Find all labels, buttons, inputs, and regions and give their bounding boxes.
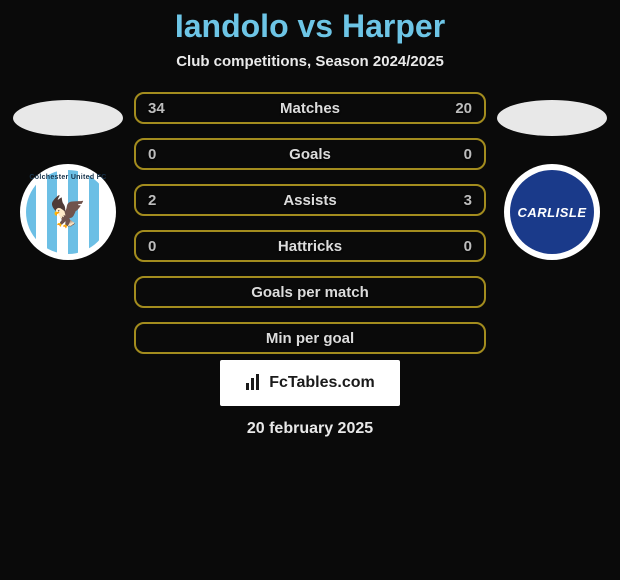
bar-chart-icon	[245, 373, 263, 391]
stats-column: 34 Matches 20 0 Goals 0 2 Assists 3 0 Ha…	[134, 92, 486, 354]
stat-right-value: 0	[444, 146, 472, 163]
page-title: Iandolo vs Harper	[175, 8, 445, 45]
player-silhouette-left	[13, 100, 123, 136]
carlisle-badge-word: CARLISLE	[518, 205, 587, 220]
date-line: 20 february 2025	[247, 420, 373, 438]
stat-row-goals-per-match: Goals per match	[134, 276, 486, 308]
stat-label: Assists	[176, 192, 444, 209]
stat-left-value: 0	[148, 238, 176, 255]
stat-label: Hattricks	[176, 238, 444, 255]
stat-label: Goals	[176, 146, 444, 163]
stat-right-value: 20	[444, 100, 472, 117]
stat-label: Goals per match	[176, 284, 444, 301]
stat-right-value: 0	[444, 238, 472, 255]
stat-label: Min per goal	[176, 330, 444, 347]
club-badge-colchester: Colchester United FC 🦅	[20, 164, 116, 260]
club-badge-carlisle: CARLISLE	[504, 164, 600, 260]
attribution-banner: FcTables.com	[220, 360, 400, 406]
stat-row-assists: 2 Assists 3	[134, 184, 486, 216]
stat-row-hattricks: 0 Hattricks 0	[134, 230, 486, 262]
page-subtitle: Club competitions, Season 2024/2025	[176, 53, 444, 70]
right-player-column: CARLISLE	[492, 92, 612, 260]
stat-left-value: 34	[148, 100, 176, 117]
attribution-text: FcTables.com	[269, 374, 375, 392]
stat-left-value: 0	[148, 146, 176, 163]
stat-left-value: 2	[148, 192, 176, 209]
stat-row-goals: 0 Goals 0	[134, 138, 486, 170]
stat-row-matches: 34 Matches 20	[134, 92, 486, 124]
left-player-column: Colchester United FC 🦅	[8, 92, 128, 260]
eagle-icon: 🦅	[49, 195, 86, 230]
stat-label: Matches	[176, 100, 444, 117]
colchester-badge-inner: Colchester United FC 🦅	[26, 170, 110, 254]
chart-icon	[245, 373, 263, 394]
stat-row-min-per-goal: Min per goal	[134, 322, 486, 354]
colchester-badge-text: Colchester United FC	[26, 174, 110, 181]
carlisle-badge-inner: CARLISLE	[510, 170, 594, 254]
body-row: Colchester United FC 🦅 34 Matches 20 0 G…	[0, 92, 620, 354]
comparison-card: Iandolo vs Harper Club competitions, Sea…	[0, 0, 620, 438]
stat-right-value: 3	[444, 192, 472, 209]
player-silhouette-right	[497, 100, 607, 136]
